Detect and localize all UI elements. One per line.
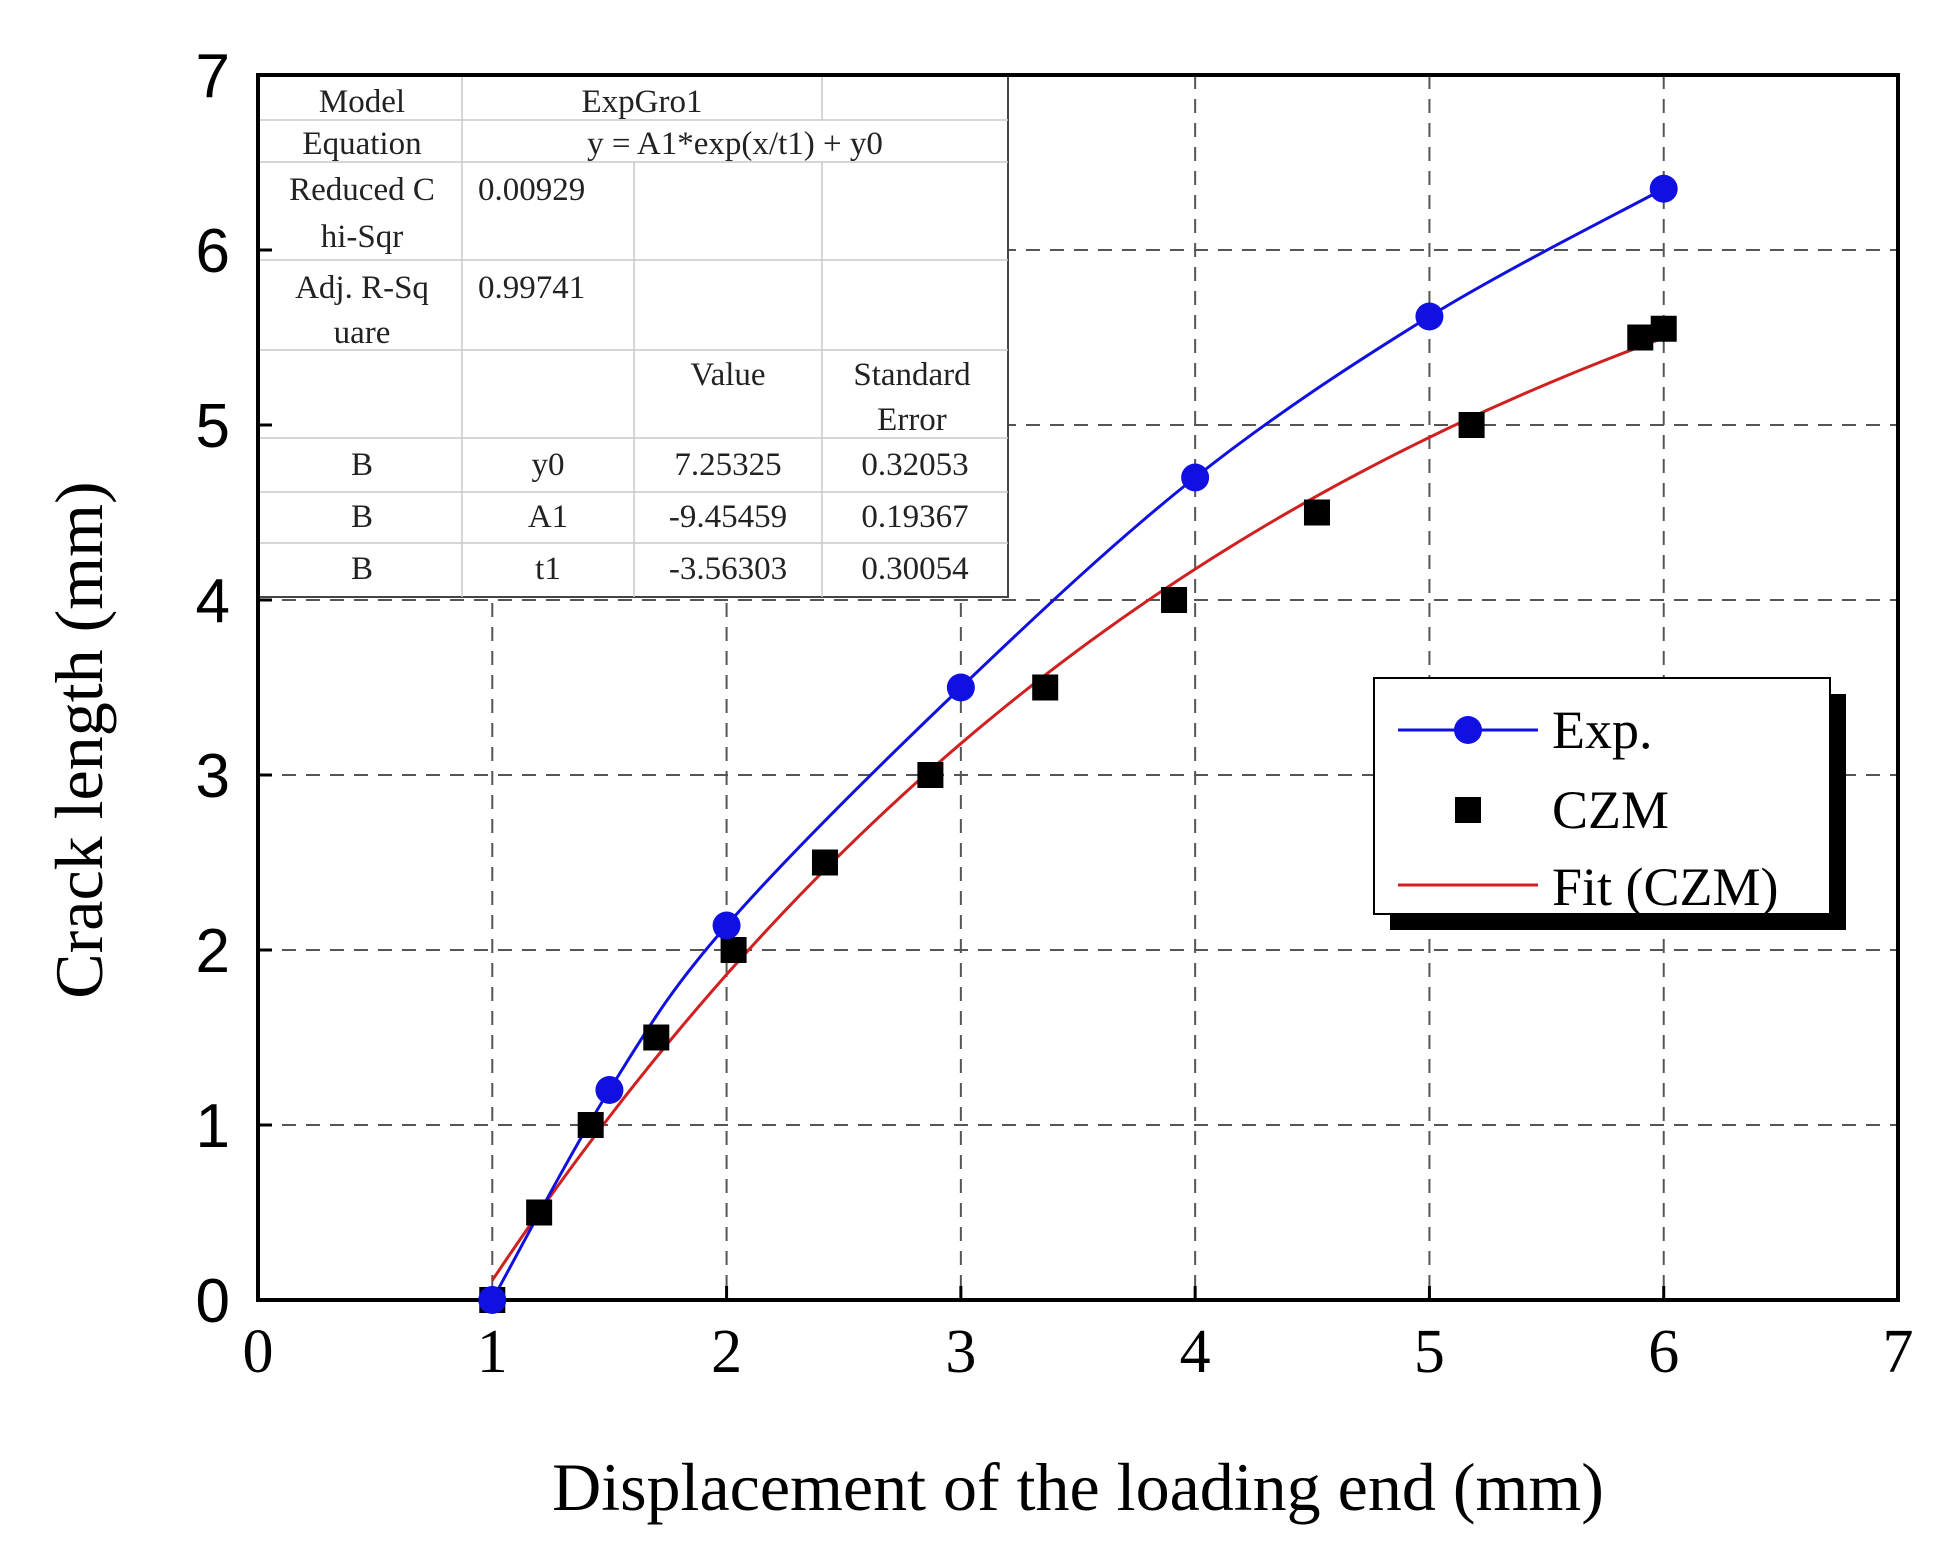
- czm-point: [526, 1199, 553, 1226]
- exp-point: [712, 911, 741, 940]
- x-tick-label: 2: [711, 1318, 742, 1386]
- czm-point: [1458, 412, 1485, 438]
- fit-table-equation-label: Equation: [302, 126, 421, 162]
- plot-frame: [256, 73, 1900, 1302]
- czm-point: [1650, 315, 1677, 342]
- x-tick-label: 5: [1414, 1318, 1445, 1386]
- fit-table-chisqr-label-1: Reduced C: [289, 172, 435, 208]
- exp-point: [946, 673, 975, 702]
- czm-point: [1161, 587, 1188, 613]
- fit-table-value-header: Value: [690, 357, 765, 393]
- legend-exp-label: Exp.: [1552, 700, 1653, 760]
- x-tick-labels: 0 1 2 3 4 5 6 7: [243, 1318, 1914, 1386]
- x-tick-label: 4: [1180, 1318, 1211, 1386]
- czm-point: [917, 762, 944, 788]
- y-axis-title: Crack length (mm): [41, 481, 117, 998]
- fit-table-adjr-value: 0.99741: [478, 270, 585, 306]
- x-tick-label: 3: [945, 1318, 976, 1386]
- czm-point: [1032, 674, 1059, 701]
- y-tick-label: 3: [196, 742, 230, 811]
- y-tick-labels: 0 1 2 3 4 5 6 7: [196, 42, 230, 1336]
- y-tick-label: 5: [196, 392, 230, 461]
- fit-table-row-a1-error: 0.19367: [861, 499, 968, 535]
- fit-table-model-label: Model: [319, 84, 405, 120]
- data-series: [478, 174, 1678, 1314]
- y-tick-label: 1: [196, 1092, 230, 1161]
- fit-table-row-t1-group: B: [351, 551, 373, 587]
- x-tick-label: 6: [1648, 1318, 1679, 1386]
- fit-parameters-table: Model ExpGro1 Equation y = A1*exp(x/t1) …: [257, 74, 1009, 598]
- fit-table-row-y0-param: y0: [532, 447, 565, 483]
- fit-table-row-y0-value: 7.25325: [674, 447, 781, 483]
- fit-table-error-header-2: Error: [877, 402, 947, 438]
- y-tick-label: 2: [196, 917, 230, 986]
- fit-table-model-value: ExpGro1: [582, 84, 703, 120]
- fit-table-adjr-label-1: Adj. R-Sq: [295, 270, 429, 306]
- fit-table-chisqr-value: 0.00929: [478, 172, 585, 208]
- exp-point: [1415, 302, 1444, 331]
- fit-table-adjr-label-2: uare: [334, 315, 391, 351]
- czm-point: [1303, 499, 1330, 526]
- y-tick-label: 7: [196, 42, 230, 111]
- czm-point: [811, 849, 838, 876]
- fit-table-row-y0-error: 0.32053: [861, 447, 968, 483]
- exp-point: [1649, 174, 1678, 203]
- y-tick-label: 0: [196, 1267, 230, 1336]
- y-tick-label: 4: [196, 567, 230, 636]
- exp-point: [478, 1286, 507, 1314]
- exp-point: [1181, 463, 1210, 492]
- fit-table-row-a1-value: -9.45459: [669, 499, 787, 535]
- x-tick-label: 7: [1883, 1318, 1914, 1386]
- exp-point: [595, 1076, 624, 1104]
- legend-fit-label: Fit (CZM): [1552, 857, 1779, 917]
- fit-table-row-a1-param: A1: [528, 499, 568, 535]
- x-tick-label: 0: [243, 1318, 274, 1386]
- fit-table-equation-value: y = A1*exp(x/t1) + y0: [587, 126, 883, 162]
- legend: Exp. CZM Fit (CZM): [1373, 677, 1846, 930]
- fit-table-row-t1-error: 0.30054: [861, 551, 968, 587]
- legend-box: [1373, 677, 1831, 915]
- czm-point: [720, 937, 747, 963]
- axis-ticks: [256, 73, 1900, 1302]
- fit-table-error-header-1: Standard: [853, 357, 971, 393]
- fit-table-row-y0-group: B: [351, 447, 373, 483]
- fit-table-chisqr-label-2: hi-Sqr: [321, 219, 404, 255]
- x-axis-title: Displacement of the loading end (mm): [552, 1449, 1604, 1525]
- legend-czm-marker: [1455, 797, 1481, 823]
- czm-point: [577, 1112, 604, 1138]
- legend-czm-label: CZM: [1552, 780, 1669, 840]
- x-tick-label: 1: [477, 1318, 508, 1386]
- fit-table-row-t1-value: -3.56303: [669, 551, 787, 587]
- y-tick-label: 6: [196, 217, 230, 286]
- czm-point: [1627, 324, 1654, 351]
- czm-point: [643, 1024, 670, 1051]
- fit-table-row-a1-group: B: [351, 499, 373, 535]
- fit-table-row-t1-param: t1: [535, 551, 561, 587]
- legend-exp-marker: [1454, 716, 1482, 744]
